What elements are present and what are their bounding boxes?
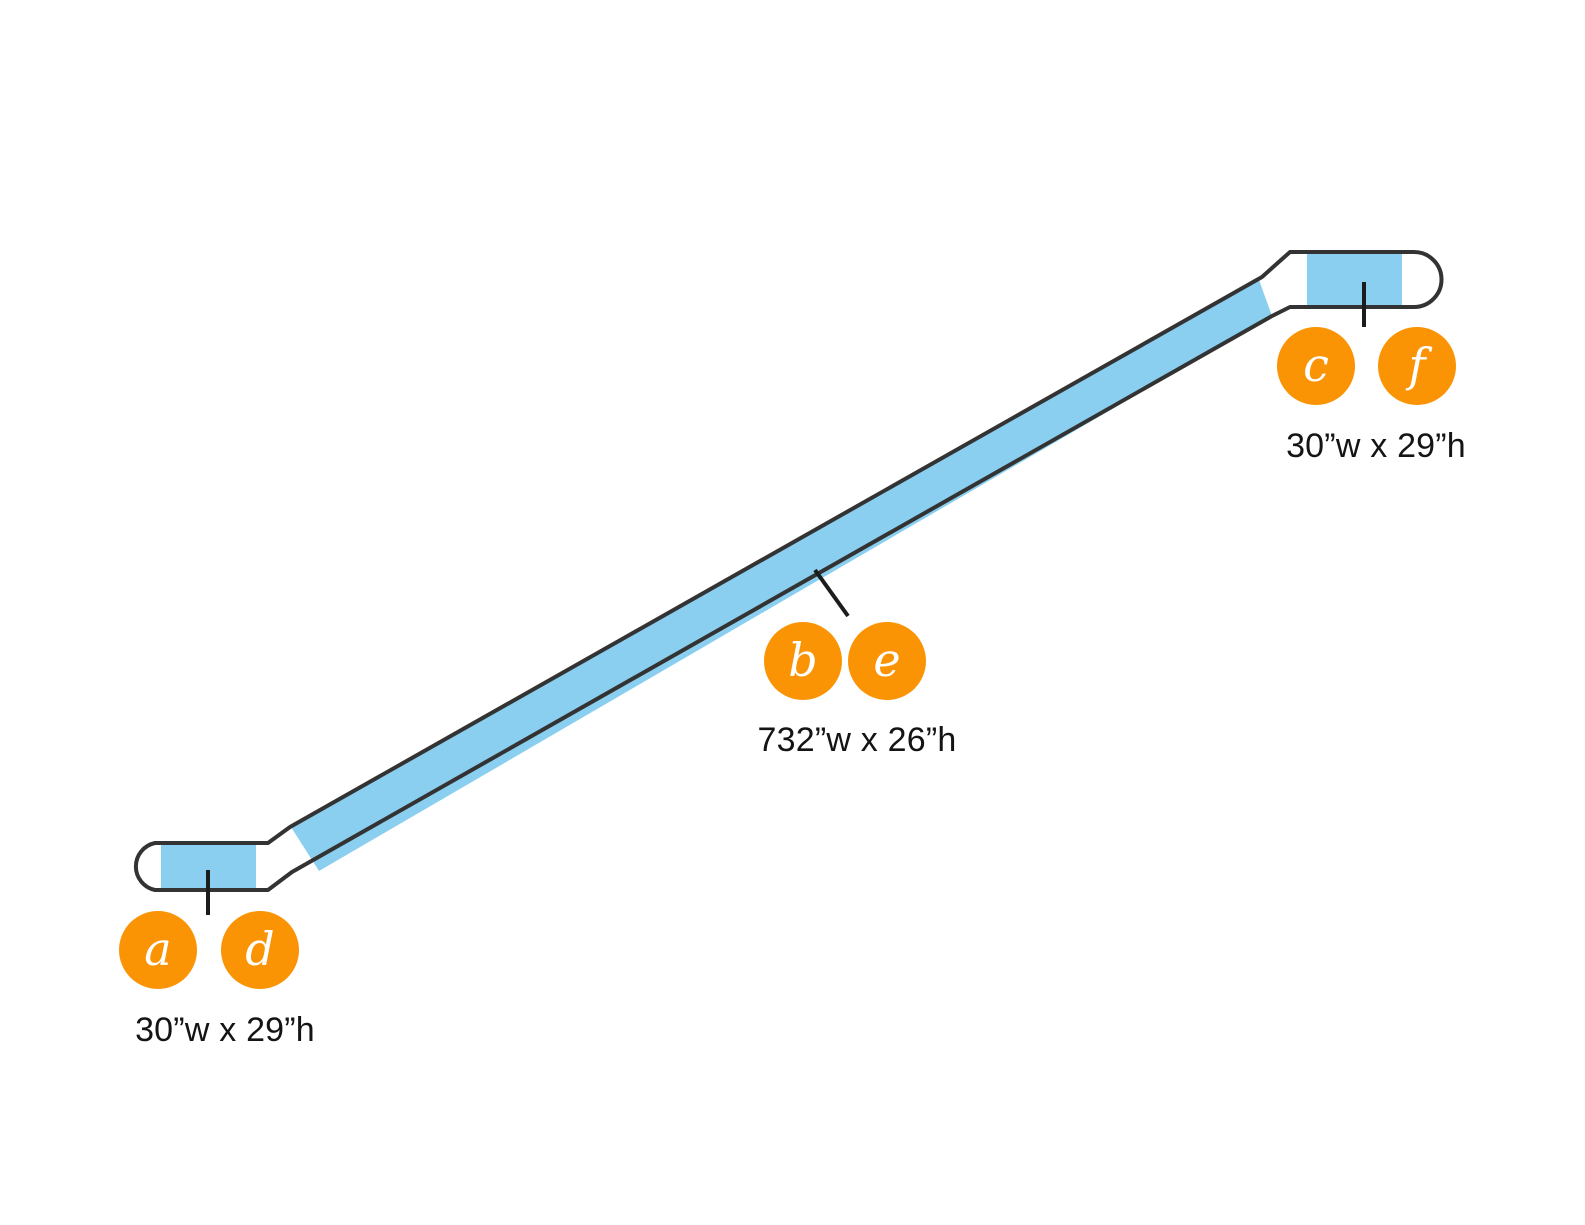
leader-line-middle [813, 568, 850, 618]
marker-a-label: a [144, 922, 171, 976]
segment-right-end: c f 30”w x 29”h [1277, 327, 1466, 465]
marker-e-circle[interactable] [848, 622, 926, 700]
marker-c-label: c [1303, 338, 1329, 392]
marker-c[interactable]: c [1277, 327, 1355, 405]
leader-lines-group [206, 282, 1366, 915]
segment-diagonal-run: b e 732”w x 26”h [758, 622, 957, 759]
rail-outline-group [133, 250, 1444, 892]
marker-d-circle[interactable] [221, 911, 299, 989]
marker-d[interactable]: d [221, 911, 299, 989]
marker-e-label: e [873, 633, 900, 687]
dimension-label-left-end: 30”w x 29”h [135, 1011, 315, 1049]
marker-b[interactable]: b [764, 622, 842, 700]
marker-c-circle[interactable] [1277, 327, 1355, 405]
marker-f[interactable]: f [1378, 327, 1456, 405]
marker-b-label: b [788, 633, 817, 687]
diagonal-run-blue-band [291, 277, 1272, 871]
dimension-label-right-end: 30”w x 29”h [1286, 427, 1466, 465]
marker-b-circle[interactable] [764, 622, 842, 700]
rail-blue-fill-group [161, 253, 1402, 890]
rail-outline-path [133, 250, 1444, 892]
marker-e[interactable]: e [848, 622, 926, 700]
marker-a[interactable]: a [119, 911, 197, 989]
marker-d-label: d [245, 922, 274, 976]
marker-f-circle[interactable] [1378, 327, 1456, 405]
segment-left-end: a d 30”w x 29”h [119, 911, 315, 1049]
marker-a-circle[interactable] [119, 911, 197, 989]
right-cap-blue-panel [1307, 253, 1402, 306]
dimension-label-diagonal-run: 732”w x 26”h [758, 721, 957, 759]
